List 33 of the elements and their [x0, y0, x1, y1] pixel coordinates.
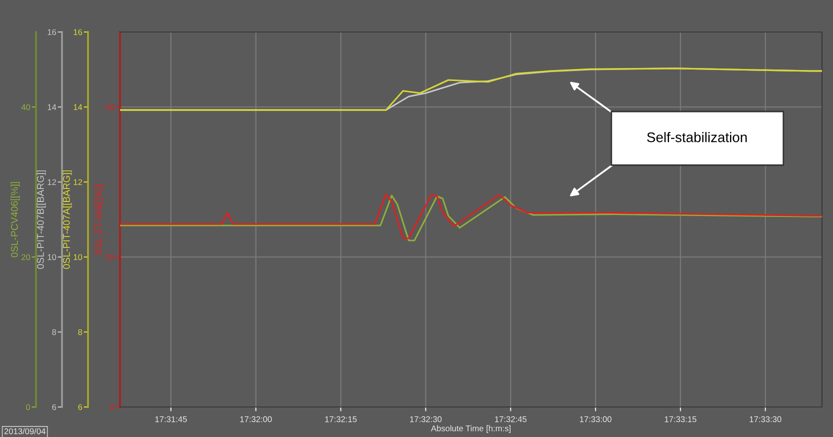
y-tick-label: 20: [106, 254, 114, 260]
annotation: Self-stabilization: [647, 132, 747, 142]
y2-axis-title: 0SL-PIT-407A[[BARG]]: [62, 170, 72, 269]
text: 0SL-PCV406[[%]]: [10, 182, 20, 258]
text: 2013/09/04: [4, 428, 46, 434]
x-axis-title: Absolute Time [h:m:s]: [430, 425, 510, 433]
y2-tick-label: 6: [78, 404, 82, 410]
y3-tick-label: 6: [52, 404, 56, 410]
x-tick-label: 17:32:15: [325, 416, 357, 422]
text: 40: [21, 104, 30, 110]
y2-tick-label: 10: [74, 254, 82, 260]
y3-axis-title: 0SL-PIT-407B[[BARG]]: [36, 170, 46, 269]
y3-tick-label: 16: [48, 29, 56, 36]
x-tick-label: 17:33:15: [664, 416, 696, 422]
x-tick-label: 17:33:00: [580, 416, 612, 422]
y3-tick-label: 12: [48, 179, 56, 186]
text: 20: [22, 254, 30, 260]
y3-tick-label: 8: [52, 329, 56, 336]
text: 0: [26, 404, 30, 410]
y2-tick-label: 16: [74, 29, 82, 36]
y2-tick-label: 14: [74, 104, 82, 110]
y-axis-title: 0SL-ZT-406[[%]]: [94, 184, 104, 255]
y3-tick-label: 10: [48, 254, 56, 260]
x-tick-label: 17:32:30: [410, 416, 442, 422]
x-tick-label: 17:32:45: [495, 416, 526, 422]
y2-tick-label: 8: [78, 329, 82, 336]
y3-tick-label: 14: [48, 104, 56, 110]
y-tick-label: 0: [110, 404, 114, 410]
x-tick-label: 17:33:30: [750, 416, 782, 422]
y-tick-label: 40: [105, 104, 114, 110]
x-tick-label: 17:31:45: [155, 416, 187, 422]
x-tick-label: 17:32:00: [240, 416, 272, 422]
y2-tick-label: 12: [74, 179, 82, 186]
